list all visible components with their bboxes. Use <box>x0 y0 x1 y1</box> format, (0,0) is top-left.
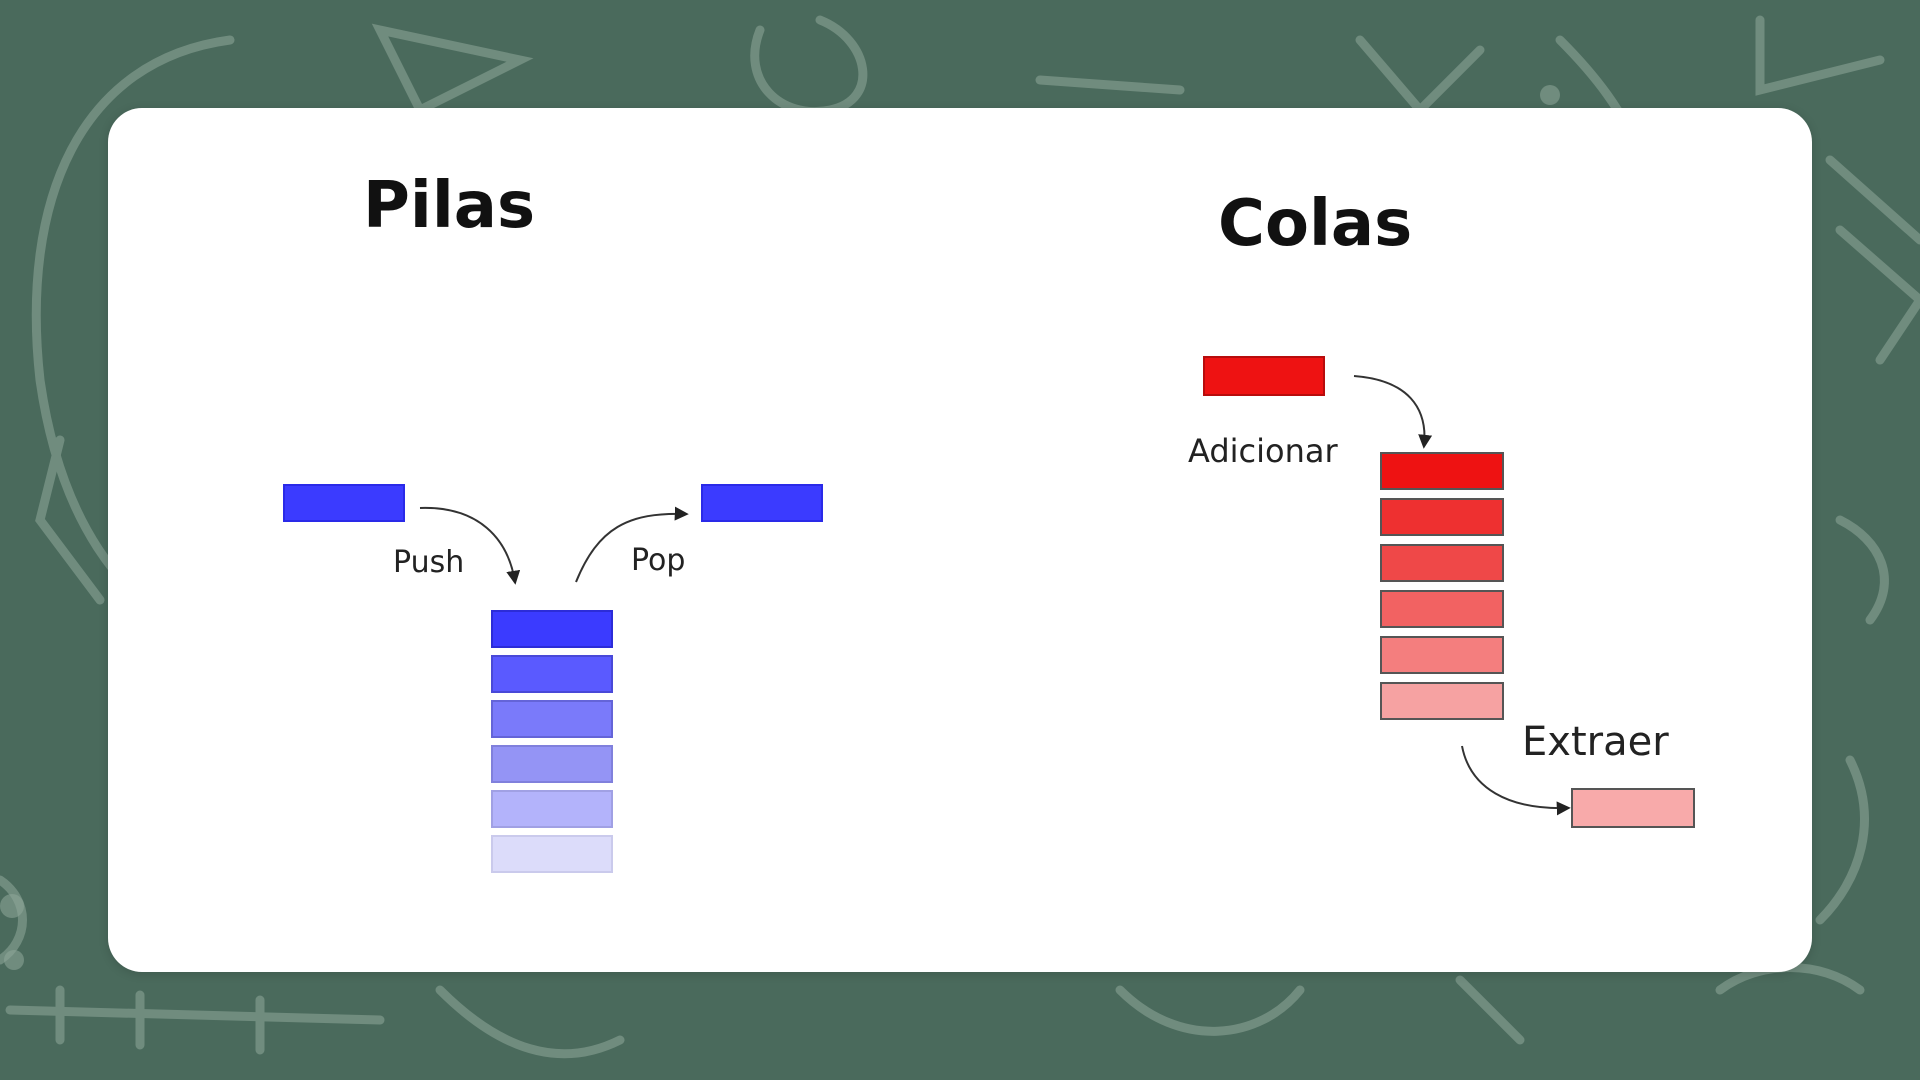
stack-block <box>491 700 613 738</box>
stack-block <box>491 655 613 693</box>
enqueue-arrow <box>1353 375 1433 449</box>
dequeue-label: Extraer <box>1522 719 1669 765</box>
push-label: Push <box>393 545 465 580</box>
queue-block <box>1380 452 1504 490</box>
queue-block <box>1380 590 1504 628</box>
diagram-card: Pilas Colas Push Pop Adicionar Extraer <box>108 108 1812 972</box>
stack-block <box>491 610 613 648</box>
stack-block <box>491 835 613 873</box>
pop-label: Pop <box>631 543 686 578</box>
stacks-title: Pilas <box>363 169 536 243</box>
queue-block <box>1380 544 1504 582</box>
queues-title: Colas <box>1218 187 1413 261</box>
dequeued-element-block <box>1571 788 1695 828</box>
enqueue-element-block <box>1203 356 1325 396</box>
enqueue-label: Adicionar <box>1188 432 1338 470</box>
push-element-block <box>283 484 405 522</box>
queue-block <box>1380 682 1504 720</box>
queue-block <box>1380 636 1504 674</box>
queue-block <box>1380 498 1504 536</box>
stack-block <box>491 790 613 828</box>
stack-block <box>491 745 613 783</box>
pop-element-block <box>701 484 823 522</box>
